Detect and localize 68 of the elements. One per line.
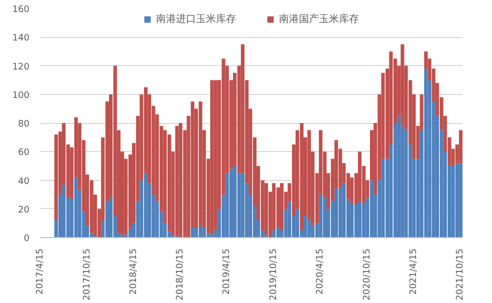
bar xyxy=(381,158,385,238)
bar xyxy=(404,130,408,238)
bar xyxy=(318,194,322,238)
bar xyxy=(338,187,342,238)
bar xyxy=(424,68,428,238)
x-tick-label: 2019/10/15 xyxy=(268,248,279,300)
x-tick-label: 2017/4/15 xyxy=(36,248,46,295)
bar xyxy=(178,123,182,238)
x-tick-label: 2018/4/15 xyxy=(128,248,139,295)
x-tick-label: 2021/4/15 xyxy=(408,248,419,295)
y-tick-label: 80 xyxy=(18,120,30,130)
bar xyxy=(276,187,280,228)
bar xyxy=(350,203,354,238)
bar xyxy=(225,173,229,238)
y-tick-label: 120 xyxy=(12,62,30,72)
legend-label: 南港国产玉米库存 xyxy=(279,12,359,26)
bar xyxy=(358,202,362,238)
bar xyxy=(304,216,308,238)
bar xyxy=(307,220,311,238)
x-tick-label: 2020/10/15 xyxy=(362,248,372,300)
y-tick-label: 160 xyxy=(12,5,30,15)
bar xyxy=(105,202,109,238)
bar xyxy=(288,202,292,238)
bar xyxy=(198,102,202,226)
bar xyxy=(358,152,362,202)
x-tick-label: 2019/4/15 xyxy=(222,248,232,295)
bar xyxy=(175,126,179,236)
y-tick-label: 140 xyxy=(12,34,30,44)
y-tick-label: 0 xyxy=(24,234,30,244)
bar xyxy=(62,184,66,238)
bar xyxy=(214,80,218,230)
bar xyxy=(229,168,233,238)
legend-label: 南港进口玉米库存 xyxy=(156,12,236,26)
bar xyxy=(74,177,78,238)
x-tick-label: 2021/10/15 xyxy=(456,248,466,300)
x-tick-label: 2020/4/15 xyxy=(316,248,326,295)
bar xyxy=(300,123,304,230)
x-tick-label: 2018/10/15 xyxy=(176,248,186,300)
bar xyxy=(190,227,194,238)
bar xyxy=(210,80,214,235)
bar xyxy=(334,188,338,238)
bar xyxy=(350,177,354,204)
y-tick-label: 40 xyxy=(18,176,30,187)
bar xyxy=(264,183,268,235)
bar xyxy=(451,166,455,238)
x-tick-label: 2017/10/15 xyxy=(82,248,92,300)
bar xyxy=(198,226,202,238)
bar xyxy=(240,173,244,238)
bar xyxy=(455,163,459,238)
bar xyxy=(370,180,374,238)
bar xyxy=(342,183,346,238)
bar xyxy=(400,44,404,126)
bar xyxy=(458,163,462,238)
y-tick-label: 60 xyxy=(18,148,30,158)
y-tick-label: 100 xyxy=(12,90,30,101)
bar xyxy=(296,208,300,238)
bar xyxy=(210,234,214,238)
bar xyxy=(232,166,237,238)
y-tick-label: 20 xyxy=(18,205,30,216)
bar xyxy=(354,204,358,238)
bar xyxy=(280,183,284,230)
bar xyxy=(397,116,401,238)
bar xyxy=(54,134,58,220)
bar xyxy=(109,197,113,238)
bar xyxy=(276,227,280,238)
bar xyxy=(202,227,206,238)
bar xyxy=(458,130,462,164)
bar xyxy=(322,197,327,238)
